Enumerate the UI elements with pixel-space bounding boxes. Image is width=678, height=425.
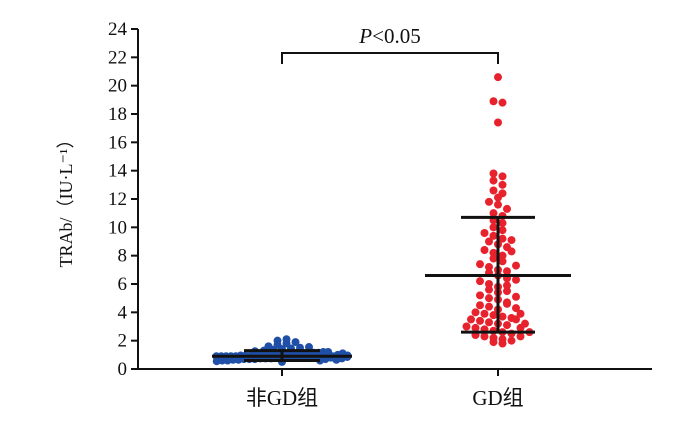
data-point — [498, 257, 507, 266]
data-point — [512, 292, 520, 301]
data-point — [494, 200, 502, 209]
p-threshold: <0.05 — [372, 24, 421, 48]
data-point — [489, 176, 498, 185]
data-point — [498, 180, 507, 189]
data-point — [521, 319, 529, 328]
data-point — [489, 311, 498, 320]
data-point — [485, 280, 493, 288]
data-point — [503, 204, 511, 213]
data-point — [282, 335, 291, 344]
y-axis-label: TRAb/（IU·L⁻¹） — [56, 131, 76, 268]
data-point — [471, 308, 480, 317]
data-point — [467, 315, 475, 324]
p-symbol: P — [358, 24, 372, 48]
y-tick-label: 14 — [108, 161, 128, 182]
data-point — [503, 267, 511, 276]
data-point — [485, 285, 493, 294]
y-tick-label: 6 — [118, 274, 128, 295]
data-point — [503, 287, 511, 296]
data-point — [485, 197, 493, 206]
y-tick-label: 24 — [108, 19, 128, 40]
data-point — [489, 333, 498, 342]
y-tick-label: 10 — [108, 217, 127, 238]
data-point — [476, 291, 484, 300]
data-point — [489, 254, 498, 263]
data-point — [503, 298, 511, 307]
data-point — [480, 246, 489, 254]
data-point — [494, 73, 502, 82]
data-point — [512, 275, 520, 284]
y-tick-label: 0 — [118, 359, 128, 380]
data-point — [476, 260, 484, 269]
data-point — [480, 309, 489, 318]
data-point — [476, 316, 484, 325]
data-point — [507, 236, 516, 245]
data-point — [498, 226, 507, 235]
y-tick-label: 16 — [108, 132, 127, 153]
data-point — [264, 342, 273, 351]
data-point — [498, 189, 507, 198]
data-point — [305, 343, 313, 352]
y-tick-label: 22 — [108, 47, 127, 68]
data-point — [498, 312, 507, 321]
data-point — [480, 332, 489, 341]
data-point — [471, 323, 480, 332]
data-point — [489, 223, 498, 232]
data-point — [480, 229, 489, 237]
data-point — [489, 169, 498, 178]
y-tick-label: 4 — [118, 302, 128, 323]
data-point — [498, 172, 507, 181]
data-point — [498, 219, 507, 228]
data-point — [498, 98, 507, 107]
data-point — [485, 302, 493, 311]
data-point — [462, 322, 471, 331]
data-point — [291, 338, 300, 347]
data-point — [489, 248, 498, 257]
data-point — [489, 231, 498, 240]
data-point — [498, 234, 507, 243]
data-point — [489, 186, 498, 195]
data-point — [485, 237, 493, 246]
p-value-label: P<0.05 — [358, 24, 420, 48]
data-point — [489, 97, 498, 106]
data-point — [498, 335, 507, 344]
data-point — [516, 309, 525, 318]
data-point — [503, 243, 511, 252]
data-point — [503, 281, 511, 290]
data-point — [485, 263, 493, 271]
y-tick-label: 2 — [118, 331, 128, 352]
data-point — [503, 321, 511, 330]
data-point — [512, 261, 520, 270]
data-point — [512, 304, 520, 313]
significance-bracket — [281, 52, 499, 64]
data-point — [494, 118, 502, 127]
y-tick-label: 12 — [108, 189, 127, 210]
data-point — [516, 332, 525, 341]
y-tick-label: 18 — [108, 104, 127, 125]
data-point — [489, 209, 498, 218]
data-point — [507, 314, 516, 322]
data-point — [485, 318, 493, 327]
y-tick-label: 8 — [118, 246, 128, 267]
data-point — [476, 277, 484, 286]
data-point — [507, 336, 516, 345]
y-tick-label: 20 — [108, 76, 127, 97]
x-category-label: GD组 — [472, 386, 523, 410]
data-point — [476, 301, 484, 310]
data-point — [485, 294, 493, 303]
data-point — [498, 251, 507, 260]
x-category-label: 非GD组 — [246, 386, 318, 410]
data-point — [273, 336, 282, 345]
